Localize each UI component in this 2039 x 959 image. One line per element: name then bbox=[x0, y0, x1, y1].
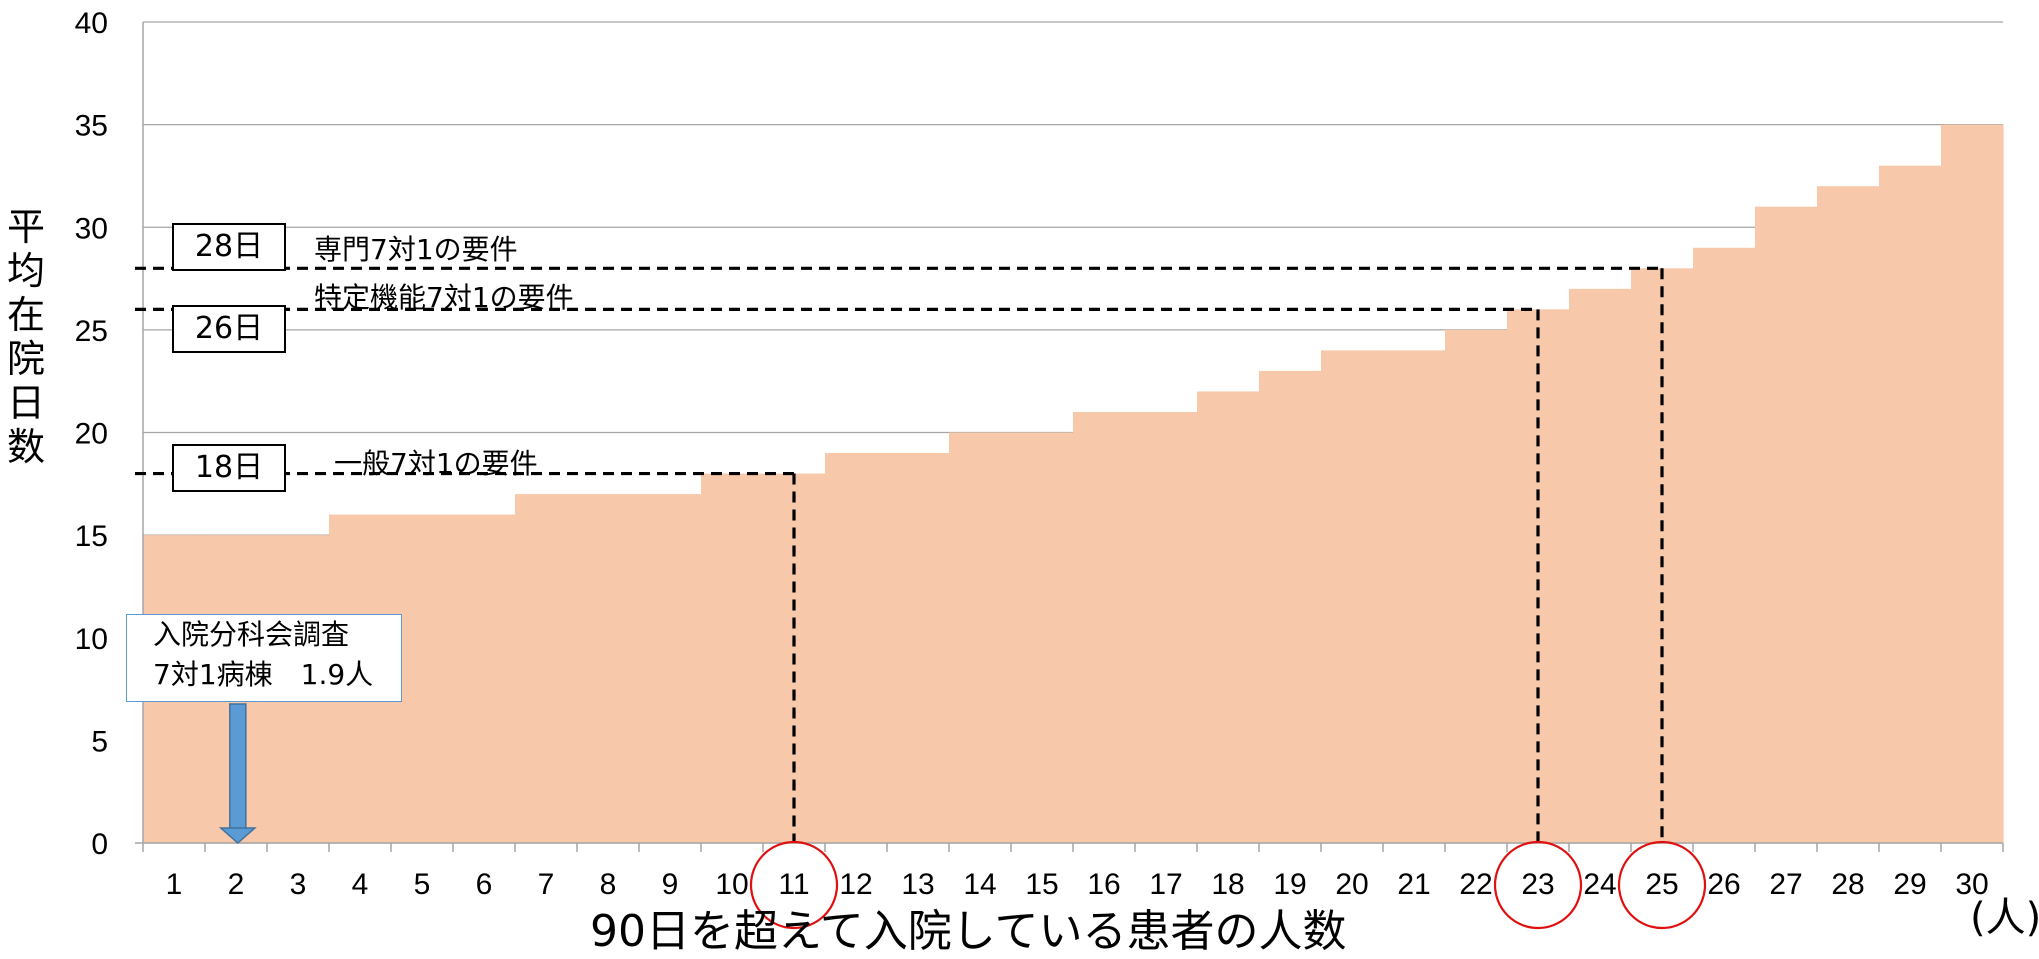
bar bbox=[1445, 329, 1508, 843]
y-axis-title: 平均在院日数 bbox=[6, 205, 46, 469]
y-tick-label: 30 bbox=[75, 212, 108, 245]
highlight-circle bbox=[1493, 840, 1583, 930]
survey-callout: 入院分科会調査 7対1病棟 1.9人 bbox=[126, 614, 402, 702]
x-tick-label: 8 bbox=[600, 868, 617, 901]
y-axis-title-char: 平 bbox=[6, 205, 45, 249]
callout-arrow-head bbox=[218, 827, 257, 845]
callout-arrow-shaft bbox=[229, 703, 247, 830]
x-axis-title: 90日を超えて入院している患者の人数 bbox=[590, 906, 1347, 957]
bar bbox=[887, 453, 950, 843]
bar bbox=[1507, 309, 1570, 844]
highlight-circle bbox=[749, 840, 839, 930]
x-tick-label: 2 bbox=[228, 868, 245, 901]
x-tick-label: 4 bbox=[352, 868, 369, 901]
x-tick-label: 13 bbox=[901, 868, 934, 901]
x-tick-label: 25 bbox=[1645, 868, 1678, 901]
x-tick-label: 10 bbox=[715, 868, 748, 901]
bar bbox=[1135, 411, 1198, 843]
bar bbox=[1879, 165, 1942, 844]
x-tick-label: 1 bbox=[166, 868, 183, 901]
bar bbox=[949, 432, 1012, 843]
reference-box-26: 26日 bbox=[172, 305, 286, 353]
x-tick-label: 3 bbox=[290, 868, 307, 901]
y-tick-label: 0 bbox=[91, 828, 108, 861]
bar bbox=[1817, 186, 1880, 843]
bar bbox=[515, 494, 578, 843]
requirement-label-ippan: 一般7対1の要件 bbox=[334, 447, 538, 480]
x-tick-label: 19 bbox=[1273, 868, 1306, 901]
x-tick-label: 12 bbox=[839, 868, 872, 901]
y-tick-label: 5 bbox=[91, 725, 108, 758]
y-axis-title-char: 院 bbox=[6, 337, 45, 381]
bar bbox=[1693, 247, 1756, 843]
y-tick-label: 25 bbox=[75, 315, 108, 348]
y-axis-title-char: 均 bbox=[6, 249, 45, 293]
x-tick-label: 29 bbox=[1893, 868, 1926, 901]
x-tick-label: 16 bbox=[1087, 868, 1120, 901]
bar bbox=[1259, 370, 1322, 843]
y-tick-label: 10 bbox=[75, 623, 108, 656]
y-axis-title-char: 在 bbox=[6, 293, 45, 337]
x-tick-label: 5 bbox=[414, 868, 431, 901]
highlight-circle bbox=[1617, 840, 1707, 930]
x-tick-label: 26 bbox=[1707, 868, 1740, 901]
bar bbox=[1383, 350, 1446, 843]
bar bbox=[577, 494, 640, 843]
x-tick-label: 18 bbox=[1211, 868, 1244, 901]
x-tick-label: 30 bbox=[1955, 868, 1988, 901]
x-tick-label: 24 bbox=[1583, 868, 1616, 901]
bar bbox=[1197, 391, 1260, 843]
callout-line-1: 入院分科会調査 bbox=[153, 618, 350, 651]
y-tick-label: 35 bbox=[75, 110, 108, 143]
reference-box-28: 28日 bbox=[172, 223, 286, 271]
x-tick-label: 9 bbox=[662, 868, 679, 901]
x-tick-label: 11 bbox=[778, 868, 809, 901]
x-tick-label: 6 bbox=[476, 868, 493, 901]
bar bbox=[453, 514, 516, 843]
x-axis-unit: (人) bbox=[1970, 895, 2039, 941]
bar bbox=[1073, 411, 1136, 843]
x-tick-label: 17 bbox=[1149, 868, 1182, 901]
x-tick-label: 28 bbox=[1831, 868, 1864, 901]
bar bbox=[1755, 206, 1818, 844]
x-tick-label: 21 bbox=[1397, 868, 1430, 901]
x-tick-label: 15 bbox=[1025, 868, 1058, 901]
x-tick-label: 7 bbox=[538, 868, 555, 901]
bar bbox=[1569, 288, 1632, 843]
callout-line-2: 7対1病棟 1.9人 bbox=[153, 658, 374, 691]
bar bbox=[1941, 124, 2004, 843]
requirement-label-senmon: 専門7対1の要件 bbox=[314, 233, 518, 266]
x-tick-label: 23 bbox=[1521, 868, 1554, 901]
y-tick-label: 20 bbox=[75, 418, 108, 451]
bar bbox=[825, 453, 888, 843]
bar bbox=[701, 473, 764, 843]
y-tick-label: 40 bbox=[75, 7, 108, 40]
bar bbox=[1321, 350, 1384, 843]
x-tick-label: 14 bbox=[963, 868, 996, 901]
x-tick-label: 20 bbox=[1335, 868, 1368, 901]
y-axis-title-char: 日 bbox=[6, 381, 45, 425]
y-axis-title-char: 数 bbox=[6, 425, 45, 469]
bar bbox=[1011, 432, 1074, 843]
requirement-label-tokutei: 特定機能7対1の要件 bbox=[314, 281, 574, 314]
reference-box-18: 18日 bbox=[172, 444, 286, 492]
bar bbox=[639, 494, 702, 843]
x-tick-label: 27 bbox=[1769, 868, 1802, 901]
x-tick-label: 22 bbox=[1459, 868, 1492, 901]
y-tick-label: 15 bbox=[75, 520, 108, 553]
